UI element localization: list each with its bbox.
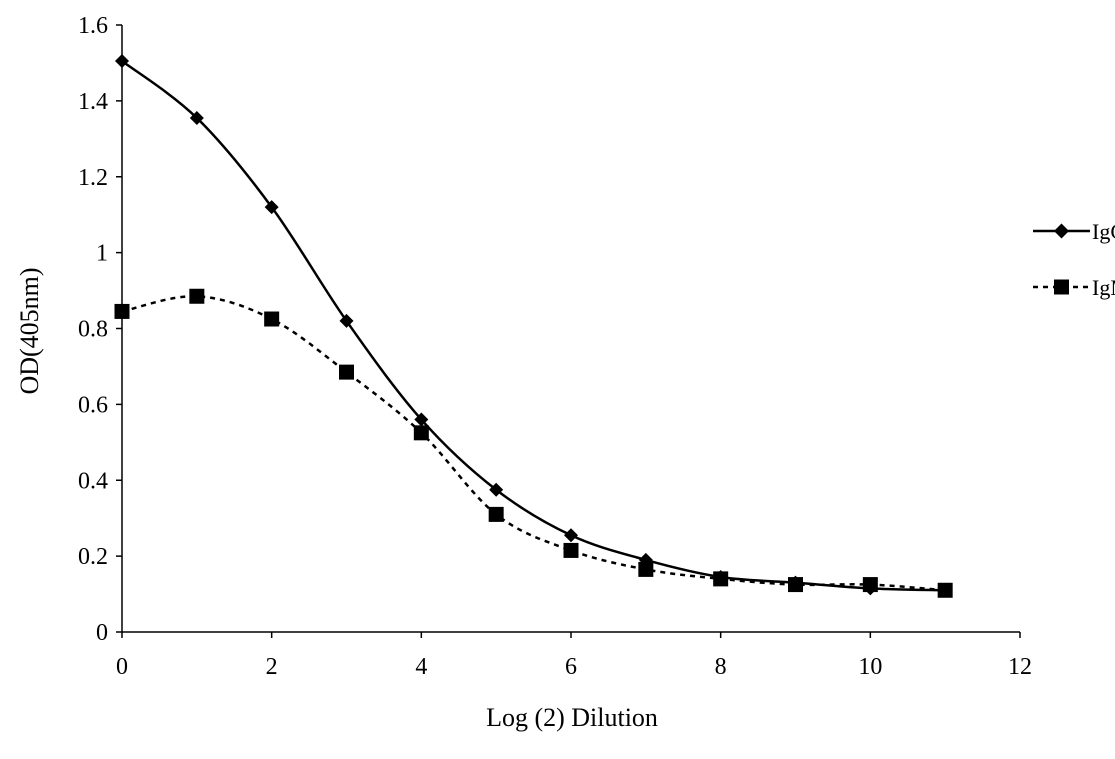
- data-point-IgM: [713, 571, 729, 587]
- series-line-IgG: [121, 60, 946, 592]
- x-tick-label: 10: [858, 654, 882, 680]
- data-point-IgG: [115, 54, 129, 69]
- x-tick-label: 6: [565, 654, 577, 680]
- series-line-IgM: [121, 294, 946, 592]
- data-point-IgM: [264, 311, 280, 327]
- y-axis-title: OD(405nm): [15, 267, 44, 394]
- series-IgM: [114, 288, 953, 598]
- y-tick-label: 0.4: [78, 468, 108, 494]
- data-point-IgM: [862, 577, 878, 593]
- legend: IgG IgM: [1033, 219, 1115, 300]
- data-point-IgM: [339, 364, 354, 380]
- x-tick-label: 2: [266, 654, 278, 680]
- data-point-IgM: [114, 303, 130, 319]
- y-tick-label: 0: [96, 620, 108, 646]
- data-point-IgM: [937, 582, 953, 598]
- x-tick-label: 0: [116, 654, 128, 680]
- data-point-IgM: [488, 506, 504, 522]
- data-point-IgM: [189, 288, 205, 304]
- data-point-IgG: [489, 482, 504, 497]
- y-tick-label: 1.6: [78, 13, 108, 39]
- legend-label-IgG: IgG: [1092, 219, 1115, 244]
- y-tick-label: 0.8: [78, 317, 108, 343]
- data-point-IgG: [264, 200, 279, 215]
- data-point-IgG: [564, 528, 578, 543]
- x-tick-label: 4: [415, 654, 427, 680]
- y-tick-label: 1.2: [78, 165, 108, 191]
- legend-label-IgM: IgM: [1092, 275, 1115, 300]
- x-axis-title: Log (2) Dilution: [486, 703, 658, 732]
- data-point-IgM: [563, 542, 579, 558]
- y-tick-label: 0.2: [78, 544, 108, 570]
- x-tick-label: 8: [715, 654, 727, 680]
- series-layer: [114, 54, 953, 598]
- data-point-IgM: [638, 561, 654, 577]
- legend-marker-IgG: [1054, 223, 1069, 239]
- data-point-IgG: [189, 110, 204, 125]
- data-point-IgG: [339, 313, 354, 328]
- data-point-IgM: [788, 577, 803, 593]
- series-IgG: [115, 54, 953, 598]
- y-tick-label: 1.4: [78, 89, 108, 115]
- data-point-IgG: [414, 412, 429, 427]
- x-tick-label: 12: [1008, 654, 1032, 680]
- y-tick-label: 1: [96, 241, 108, 267]
- axes: 0 0.2 0.4 0.6 0.8 1 1.2 1.4 1.6 0 2 4 6 8 10 12: [78, 13, 1032, 680]
- data-point-IgM: [413, 425, 429, 441]
- y-tick-label: 0.6: [78, 392, 108, 418]
- legend-marker-IgM: [1054, 279, 1069, 295]
